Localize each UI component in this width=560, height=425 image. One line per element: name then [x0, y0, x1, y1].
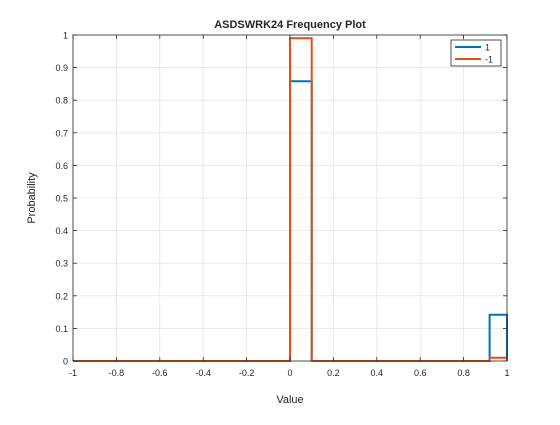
x-tick-label: 1: [504, 368, 509, 378]
y-tick-label: 0.9: [55, 63, 68, 73]
x-axis-label: Value: [276, 394, 303, 406]
y-tick-label: 0.4: [55, 226, 68, 236]
x-tick-label: 0.8: [457, 368, 470, 378]
y-axis-label: Probability: [26, 172, 38, 224]
x-tick-labels: -1 -0.8 -0.6 -0.4 -0.2 0 0.2 0.4 0.6 0.8 1: [69, 368, 510, 378]
x-tick-label: 0: [287, 368, 292, 378]
x-tick-label: -1: [69, 368, 77, 378]
x-tick-label: -0.8: [109, 368, 125, 378]
y-tick-label: 0: [63, 357, 68, 367]
legend-label-series-2: -1: [485, 55, 493, 65]
legend[interactable]: 1 -1: [450, 39, 502, 67]
y-tick-label: 0.3: [55, 259, 68, 269]
y-tick-labels: 0 0.1 0.2 0.3 0.4 0.5 0.6 0.7 0.8 0.9 1: [55, 31, 68, 367]
y-tick-label: 0.6: [55, 161, 68, 171]
y-tick-label: 0.7: [55, 128, 68, 138]
y-tick-label: 1: [63, 31, 68, 41]
x-tick-label: 0.6: [414, 368, 427, 378]
legend-box: [450, 39, 502, 67]
y-tick-label: 0.5: [55, 194, 68, 204]
legend-label-series-1: 1: [485, 43, 490, 53]
x-tick-label: -0.2: [239, 368, 255, 378]
ticks: [72, 34, 508, 362]
x-tick-label: -0.4: [195, 368, 211, 378]
y-tick-label: 0.2: [55, 291, 68, 301]
x-tick-label: 0.4: [371, 368, 384, 378]
x-tick-label: 0.2: [327, 368, 340, 378]
y-tick-label: 0.1: [55, 324, 68, 334]
x-tick-label: -0.6: [152, 368, 168, 378]
y-tick-label: 0.8: [55, 96, 68, 106]
chart-title: ASDSWRK24 Frequency Plot: [214, 19, 366, 31]
